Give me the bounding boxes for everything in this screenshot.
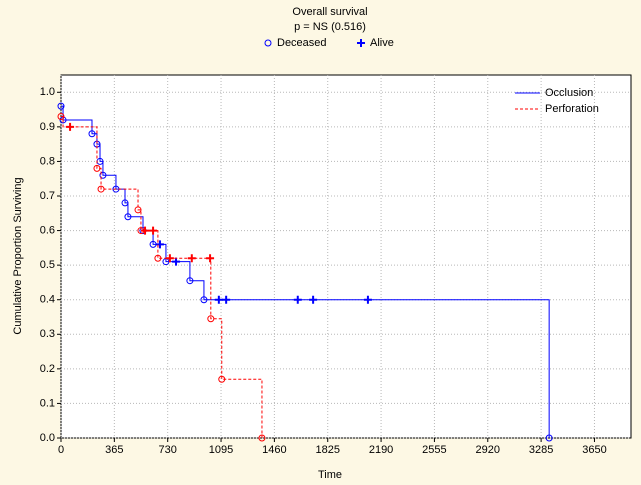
alive-marker bbox=[187, 254, 196, 263]
y-tick-label: 0.2 bbox=[40, 363, 55, 375]
y-tick-label: 0.3 bbox=[40, 328, 55, 340]
legend-alive: Alive bbox=[370, 37, 394, 49]
y-axis-label: Cumulative Proportion Surviving bbox=[12, 177, 24, 334]
alive-marker bbox=[155, 240, 164, 249]
survival-curve bbox=[61, 115, 263, 438]
deceased-marker bbox=[88, 130, 96, 138]
alive-marker bbox=[66, 122, 75, 131]
x-tick-label: 365 bbox=[105, 444, 123, 456]
deceased-marker bbox=[93, 164, 101, 172]
legend-label: Perforation bbox=[545, 103, 599, 115]
x-tick-label: 1825 bbox=[315, 444, 339, 456]
deceased-marker bbox=[99, 171, 107, 179]
deceased-marker bbox=[258, 434, 266, 442]
x-tick-label: 2555 bbox=[422, 444, 446, 456]
legend-deceased: Deceased bbox=[277, 37, 327, 49]
deceased-marker bbox=[97, 185, 105, 193]
y-tick-label: 0.5 bbox=[40, 259, 55, 271]
deceased-marker bbox=[218, 375, 226, 383]
chart-subtitle: p = NS (0.516) bbox=[294, 21, 366, 33]
deceased-marker bbox=[124, 213, 132, 221]
alive-marker bbox=[222, 295, 231, 304]
deceased-marker bbox=[134, 206, 142, 214]
alive-marker bbox=[172, 257, 181, 266]
y-tick-label: 0.0 bbox=[40, 432, 55, 444]
deceased-marker bbox=[207, 315, 215, 323]
deceased-marker bbox=[545, 434, 553, 442]
deceased-marker bbox=[186, 277, 194, 285]
legend-label: Occlusion bbox=[545, 87, 593, 99]
y-tick-label: 0.1 bbox=[40, 397, 55, 409]
x-tick-label: 0 bbox=[58, 444, 64, 456]
x-tick-label: 1095 bbox=[209, 444, 233, 456]
deceased-marker bbox=[121, 199, 129, 207]
x-tick-label: 1460 bbox=[262, 444, 286, 456]
alive-marker bbox=[363, 295, 372, 304]
x-tick-label: 2190 bbox=[369, 444, 393, 456]
alive-marker bbox=[141, 226, 150, 235]
y-tick-label: 1.0 bbox=[40, 86, 55, 98]
x-axis-label: Time bbox=[318, 469, 342, 481]
y-tick-label: 0.4 bbox=[40, 294, 55, 306]
chart-title: Overall survival bbox=[292, 6, 367, 18]
deceased-marker bbox=[154, 254, 162, 262]
y-tick-label: 0.9 bbox=[40, 121, 55, 133]
y-tick-label: 0.7 bbox=[40, 190, 55, 202]
x-tick-label: 2920 bbox=[476, 444, 500, 456]
alive-marker bbox=[206, 254, 215, 263]
alive-marker bbox=[293, 295, 302, 304]
plot-area bbox=[60, 74, 632, 439]
deceased-marker bbox=[57, 112, 65, 120]
y-tick-label: 0.8 bbox=[40, 155, 55, 167]
y-tick-label: 0.6 bbox=[40, 224, 55, 236]
alive-marker bbox=[165, 254, 174, 263]
deceased-marker bbox=[200, 296, 208, 304]
legend-alive-icon bbox=[357, 39, 365, 47]
alive-marker bbox=[214, 295, 223, 304]
x-tick-label: 730 bbox=[159, 444, 177, 456]
x-tick-label: 3650 bbox=[582, 444, 606, 456]
deceased-marker bbox=[57, 102, 65, 110]
legend-deceased-icon bbox=[264, 39, 272, 47]
x-tick-label: 3285 bbox=[529, 444, 553, 456]
alive-marker bbox=[309, 295, 318, 304]
alive-marker bbox=[149, 226, 158, 235]
